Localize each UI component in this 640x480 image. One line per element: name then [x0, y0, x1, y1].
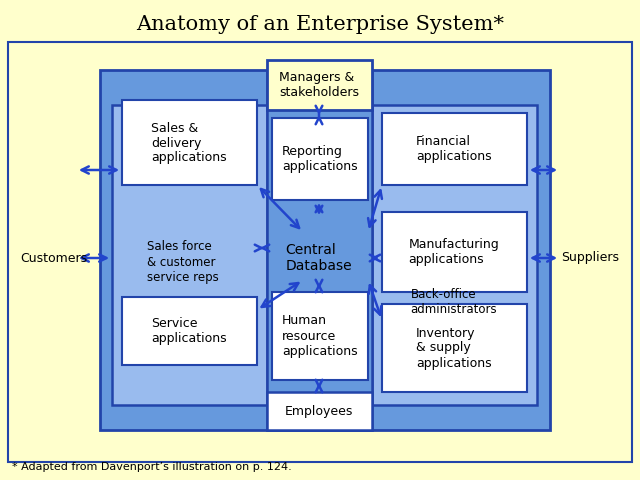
Text: Suppliers: Suppliers	[561, 252, 619, 264]
Text: Back-office
administrators: Back-office administrators	[411, 288, 497, 316]
Text: Financial
applications: Financial applications	[416, 135, 492, 163]
Text: Employees: Employees	[285, 405, 353, 418]
Bar	[272, 292, 368, 380]
Text: * Adapted from Davenport’s illustration on p. 124.: * Adapted from Davenport’s illustration …	[12, 462, 292, 472]
Text: Human
resource
applications: Human resource applications	[282, 314, 358, 358]
Text: Manufacturing
applications: Manufacturing applications	[408, 238, 499, 266]
Text: Customers: Customers	[20, 252, 88, 264]
Text: Inventory
& supply
applications: Inventory & supply applications	[416, 326, 492, 370]
Text: Central
Database: Central Database	[285, 243, 352, 273]
Bar	[382, 304, 527, 392]
Bar	[382, 212, 527, 292]
Bar	[122, 297, 257, 365]
Bar	[100, 70, 550, 430]
Text: Managers &
stakeholders: Managers & stakeholders	[279, 71, 359, 99]
Bar	[112, 105, 267, 405]
Bar	[272, 118, 368, 200]
Bar	[122, 100, 257, 185]
Bar	[8, 42, 632, 462]
Text: Sales force
& customer
service reps: Sales force & customer service reps	[147, 240, 219, 284]
Text: Anatomy of an Enterprise System*: Anatomy of an Enterprise System*	[136, 15, 504, 35]
Bar	[267, 60, 372, 110]
Text: Sales &
delivery
applications: Sales & delivery applications	[151, 121, 227, 165]
Bar	[382, 113, 527, 185]
Bar	[267, 70, 372, 430]
Bar	[267, 392, 372, 430]
Text: Reporting
applications: Reporting applications	[282, 145, 358, 173]
Text: Service
applications: Service applications	[151, 317, 227, 345]
Bar	[372, 105, 537, 405]
